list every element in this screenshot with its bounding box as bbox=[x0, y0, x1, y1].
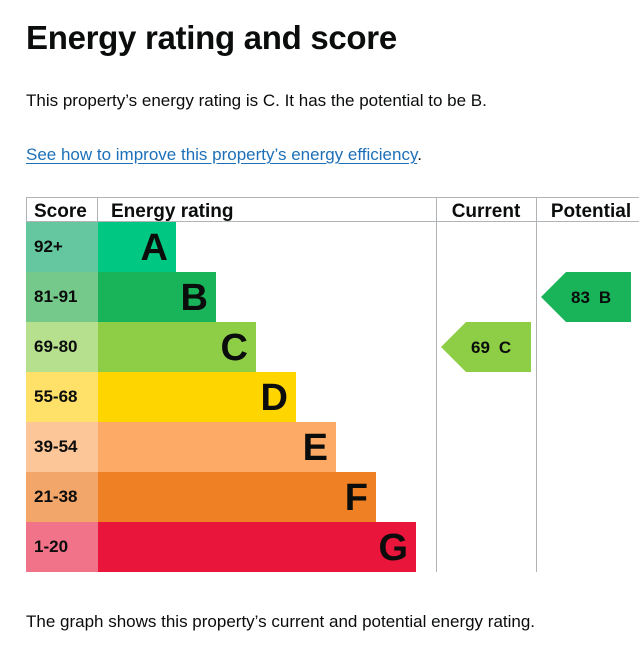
page-title: Energy rating and score bbox=[26, 19, 397, 56]
band-range-c: 69-80 bbox=[34, 337, 77, 356]
band-letter-c: C bbox=[221, 327, 248, 369]
chart-grid bbox=[26, 197, 639, 572]
current-rating-label: 69 C bbox=[471, 338, 511, 357]
band-letter-d: D bbox=[261, 377, 288, 419]
header-score: Score bbox=[34, 201, 87, 222]
band-score-cell-c bbox=[26, 322, 98, 372]
improve-paragraph: See how to improve this property’s energ… bbox=[26, 143, 422, 167]
band-bar-e bbox=[98, 422, 336, 472]
band-score-cell-a bbox=[26, 222, 98, 272]
band-range-f: 21-38 bbox=[34, 487, 77, 506]
band-bar-a bbox=[98, 222, 176, 272]
current-rating-arrow bbox=[441, 322, 531, 372]
band-letter-a: A bbox=[141, 227, 168, 269]
header-current: Current bbox=[452, 201, 521, 222]
chart-caption: The graph shows this property’s current … bbox=[26, 612, 536, 631]
rating-pointers: 69 C 83 B bbox=[441, 272, 631, 372]
band-bar-b bbox=[98, 272, 216, 322]
band-letter-g: G bbox=[378, 527, 408, 569]
band-score-cell-b bbox=[26, 272, 98, 322]
improve-efficiency-link[interactable]: See how to improve this property’s energ… bbox=[26, 145, 418, 164]
band-bar-g bbox=[98, 522, 416, 572]
current-rating-score: 69 bbox=[471, 338, 490, 357]
band-score-cell-g bbox=[26, 522, 98, 572]
rating-summary: This property’s energy rating is C. It h… bbox=[26, 91, 487, 110]
band-bar-f bbox=[98, 472, 376, 522]
band-range-e: 39-54 bbox=[34, 437, 78, 456]
band-range-d: 55-68 bbox=[34, 387, 77, 406]
band-range-g: 1-20 bbox=[34, 537, 68, 556]
potential-rating-letter: B bbox=[599, 288, 611, 307]
link-trailer: . bbox=[417, 145, 422, 164]
potential-rating-arrow bbox=[541, 272, 631, 322]
band-letter-e: E bbox=[303, 427, 328, 469]
band-range-b: 81-91 bbox=[34, 287, 77, 306]
band-letter-f: F bbox=[345, 477, 368, 519]
current-rating-letter: C bbox=[499, 338, 511, 357]
header-potential: Potential bbox=[551, 201, 631, 222]
band-score-cell-f bbox=[26, 472, 98, 522]
potential-rating-score: 83 bbox=[571, 288, 590, 307]
band-score-cell-e bbox=[26, 422, 98, 472]
band-bar-c bbox=[98, 322, 256, 372]
energy-rating-chart: Score Energy rating Current Potential 92… bbox=[26, 197, 639, 572]
band-bar-d bbox=[98, 372, 296, 422]
potential-rating-label: 83 B bbox=[571, 288, 611, 307]
band-score-cell-d bbox=[26, 372, 98, 422]
header-energy-rating: Energy rating bbox=[111, 201, 233, 222]
band-letter-b: B bbox=[181, 277, 208, 319]
rating-bands: 92+ A 81-91 B 69-80 C 55-68 D 39-54 E 21-38 F 1-20 G bbox=[26, 222, 416, 572]
band-range-a: 92+ bbox=[34, 237, 63, 256]
